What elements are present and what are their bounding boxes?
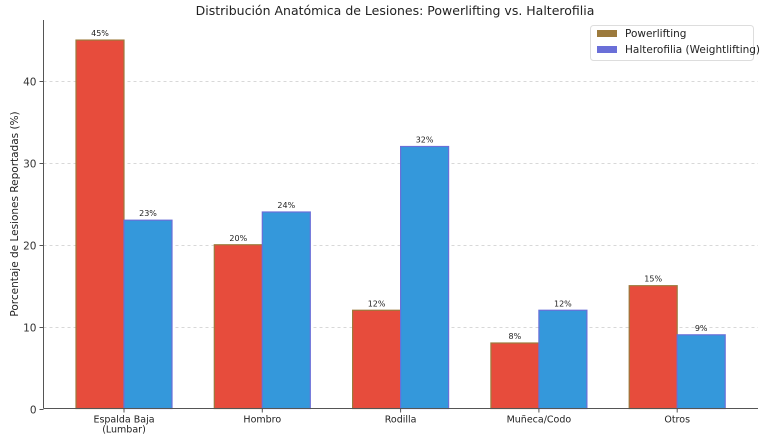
bar-powerlifting [490, 342, 540, 410]
y-tick-label: 0 [30, 405, 37, 417]
data-label-powerlifting: 12% [368, 299, 386, 308]
bar-halterofilia [676, 334, 726, 410]
x-tick-label: Espalda Baja [93, 415, 154, 426]
y-axis-label: Porcentaje de Lesiones Reportadas (%) [9, 111, 21, 316]
data-labels: 45% 23% 20% 24% 12% 32% 8% 12% 15% 9% [91, 29, 708, 341]
bar-powerlifting [213, 244, 263, 410]
legend-label-powerlifting: Powerlifting [625, 28, 686, 40]
x-tick-label: Otros [664, 415, 690, 426]
data-label-halterofilia: 23% [139, 209, 157, 218]
data-label-halterofilia: 9% [695, 324, 708, 333]
data-label-powerlifting: 15% [644, 275, 662, 284]
data-label-powerlifting: 20% [229, 234, 247, 243]
legend-swatch-halterofilia [597, 46, 617, 53]
data-label-powerlifting: 45% [91, 29, 109, 38]
legend-frame [590, 25, 754, 61]
y-ticks: 0 10 20 30 40 [23, 77, 44, 417]
y-tick-label: 20 [23, 241, 36, 253]
x-ticks: Espalda Baja(Lumbar) Hombro Rodilla Muñeca/… [93, 408, 690, 436]
y-tick-label: 10 [23, 323, 36, 335]
bar-powerlifting [628, 285, 678, 410]
legend-swatch-powerlifting [597, 30, 617, 37]
data-label-halterofilia: 12% [554, 299, 572, 308]
x-tick-label: (Lumbar) [102, 425, 146, 436]
bar-halterofilia [538, 309, 588, 410]
bar-halterofilia [123, 219, 173, 410]
bar-powerlifting [352, 309, 402, 410]
data-label-powerlifting: 8% [509, 332, 522, 341]
x-tick-label: Muñeca/Codo [507, 415, 572, 426]
y-tick-label: 30 [23, 159, 36, 171]
bar-halterofilia [261, 211, 311, 410]
bars [75, 39, 726, 410]
bar-halterofilia [400, 145, 450, 410]
x-tick-label: Rodilla [385, 415, 417, 426]
x-tick-label: Hombro [243, 415, 281, 426]
data-label-halterofilia: 32% [416, 136, 434, 145]
y-tick-label: 40 [23, 77, 36, 89]
legend: Powerlifting Halterofilia (Weightlifting… [590, 25, 760, 61]
legend-label-halterofilia: Halterofilia (Weightlifting) [625, 44, 760, 56]
bar-powerlifting [75, 39, 125, 410]
chart-title: Distribución Anatómica de Lesiones: Powe… [196, 3, 595, 18]
data-label-halterofilia: 24% [277, 201, 295, 210]
